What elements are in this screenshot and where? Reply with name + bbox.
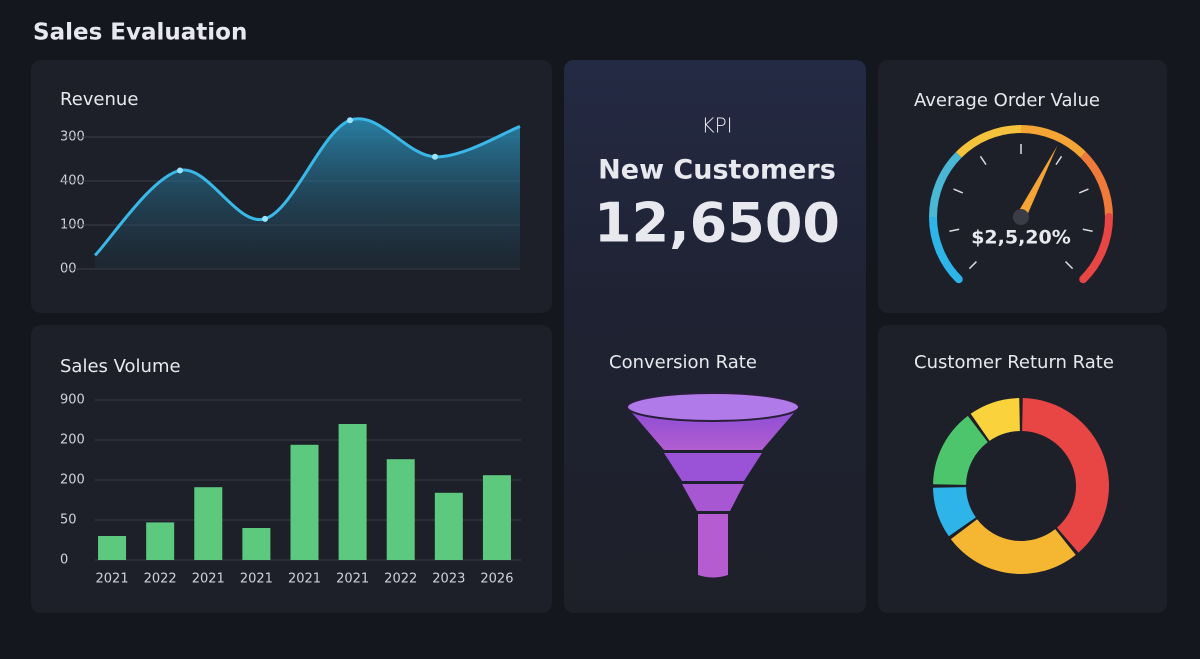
funnel-stage: [682, 484, 744, 511]
donut-segment: [933, 415, 988, 485]
bar: [434, 492, 463, 560]
page-title: Sales Evaluation: [33, 20, 247, 46]
gauge-arc: [929, 213, 963, 284]
chart-title: Conversion Rate: [609, 352, 757, 373]
x-tick-label: 2022: [384, 572, 417, 587]
card: [564, 60, 866, 613]
gauge-arc: [1080, 151, 1113, 218]
bar: [386, 459, 415, 560]
gauge-tick: [1078, 188, 1089, 194]
gauge-arc: [1020, 125, 1087, 158]
y-tick-label: 200: [60, 433, 85, 448]
funnel-stage: [698, 514, 728, 578]
point: [347, 117, 353, 124]
card: [878, 325, 1167, 613]
y-tick-label: 0: [60, 553, 68, 568]
kpi-label: KPI: [701, 114, 732, 138]
bar: [146, 522, 175, 560]
needle: [1016, 145, 1058, 220]
chart-title: Revenue: [60, 89, 138, 110]
card: [878, 60, 1167, 313]
bar: [194, 487, 223, 560]
point: [262, 215, 268, 222]
y-tick-label: 200: [60, 473, 85, 488]
kpi-value: 12,6500: [594, 192, 840, 255]
gauge-tick: [1082, 228, 1093, 232]
x-tick-label: 2026: [480, 572, 513, 587]
gauge-arc: [955, 125, 1022, 158]
gauge-tick: [1055, 155, 1063, 166]
x-tick-label: 2021: [288, 572, 321, 587]
donut-segment: [1022, 398, 1110, 553]
funnel-top: [626, 392, 800, 422]
gauge-tick: [968, 261, 977, 270]
gauge-tick: [949, 228, 960, 232]
gauge-label: $2,5,20%: [971, 227, 1071, 249]
x-tick-label: 2022: [144, 572, 177, 587]
gauge-tick: [979, 155, 987, 166]
needle-hub: [1013, 209, 1029, 225]
bar: [290, 444, 319, 560]
y-tick-label: 50: [60, 513, 77, 528]
chart-title: Customer Return Rate: [914, 352, 1114, 373]
point: [177, 167, 183, 174]
funnel: [626, 392, 800, 578]
chart-title: Average Order Value: [914, 90, 1100, 111]
chart-title: Sales Volume: [60, 356, 181, 377]
area: [95, 118, 520, 270]
gauge-arc: [1079, 213, 1113, 284]
x-tick-label: 2023: [432, 572, 465, 587]
donut-segment: [950, 519, 1076, 574]
bar: [482, 475, 511, 560]
funnel-stage: [664, 453, 762, 481]
gauge-tick: [953, 188, 964, 194]
x-tick-label: 2021: [96, 572, 129, 587]
bar: [242, 528, 271, 560]
point: [432, 153, 438, 160]
donut-segment: [970, 398, 1020, 441]
kpi-title: New Customers: [598, 155, 836, 186]
x-tick-label: 2021: [240, 572, 273, 587]
x-tick-label: 2021: [336, 572, 369, 587]
bar: [98, 536, 127, 560]
gauge-arc: [929, 151, 962, 218]
y-tick-label: 900: [60, 393, 85, 408]
bar: [338, 424, 367, 560]
donut-segment: [933, 487, 976, 537]
x-tick-label: 2021: [192, 572, 225, 587]
gauge-tick: [1065, 261, 1074, 270]
